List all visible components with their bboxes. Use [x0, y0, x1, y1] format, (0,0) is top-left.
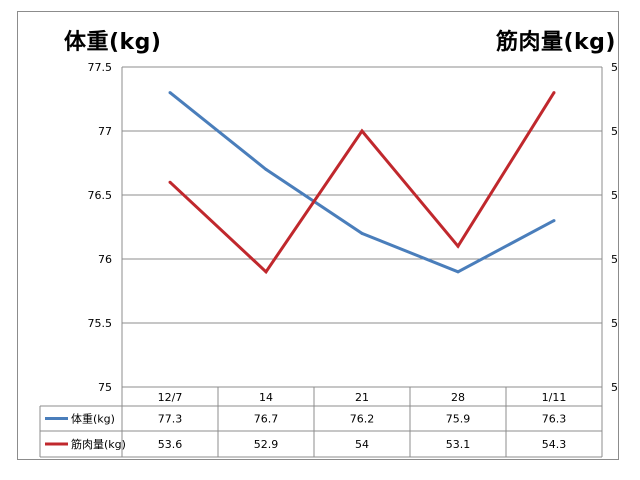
data-label: 77.3: [158, 413, 183, 426]
data-label: 52.9: [254, 438, 279, 451]
data-point: [168, 91, 172, 95]
line-chart: 77.5 54.5 77 54 76.5 53.5 76 53 75.5 52.5 75 52 12/7…: [39, 61, 618, 458]
left-tick-label: 76.5: [88, 189, 113, 202]
legend-label: 筋肉量(kg): [71, 437, 126, 451]
data-label: 53.6: [158, 438, 183, 451]
category-label: 1/11: [542, 391, 567, 404]
data-label: 76.3: [542, 413, 567, 426]
right-axis-title: 筋肉量(kg): [496, 30, 616, 55]
data-point: [552, 91, 556, 95]
data-point: [360, 231, 364, 235]
chart-frame: 体重(kg) 筋肉量(kg) 77.554.5775476.553.576537…: [17, 11, 619, 460]
legend-label: 体重(kg): [71, 412, 115, 426]
right-tick-label: 53: [611, 253, 618, 266]
data-point: [168, 180, 172, 184]
left-tick-label: 76: [98, 253, 112, 266]
data-label: 76.7: [254, 413, 279, 426]
data-point: [360, 129, 364, 133]
category-label: 21: [355, 391, 369, 404]
data-label: 54: [355, 438, 369, 451]
data-point: [264, 167, 268, 171]
left-tick-label: 77.5: [88, 61, 113, 74]
series-line-2: [168, 91, 556, 275]
left-tick-label: 77: [98, 125, 112, 138]
data-point: [264, 270, 268, 274]
category-label: 14: [259, 391, 273, 404]
right-tick-label: 52: [611, 381, 618, 394]
data-label: 54.3: [542, 438, 567, 451]
data-label: 75.9: [446, 413, 471, 426]
right-tick-label: 54.5: [611, 61, 618, 74]
category-label: 28: [451, 391, 465, 404]
data-point: [456, 244, 460, 248]
right-tick-label: 53.5: [611, 189, 618, 202]
left-tick-label: 75: [98, 381, 112, 394]
data-point: [552, 219, 556, 223]
right-tick-label: 54: [611, 125, 618, 138]
data-label: 53.1: [446, 438, 471, 451]
left-tick-label: 75.5: [88, 317, 113, 330]
category-label: 12/7: [158, 391, 183, 404]
left-axis-title: 体重(kg): [64, 30, 162, 55]
right-tick-label: 52.5: [611, 317, 618, 330]
data-label: 76.2: [350, 413, 375, 426]
data-point: [456, 270, 460, 274]
